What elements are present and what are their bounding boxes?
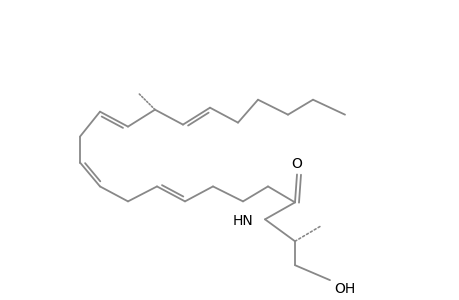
Text: HN: HN [232, 214, 252, 228]
Text: OH: OH [333, 282, 354, 296]
Text: O: O [291, 158, 302, 172]
